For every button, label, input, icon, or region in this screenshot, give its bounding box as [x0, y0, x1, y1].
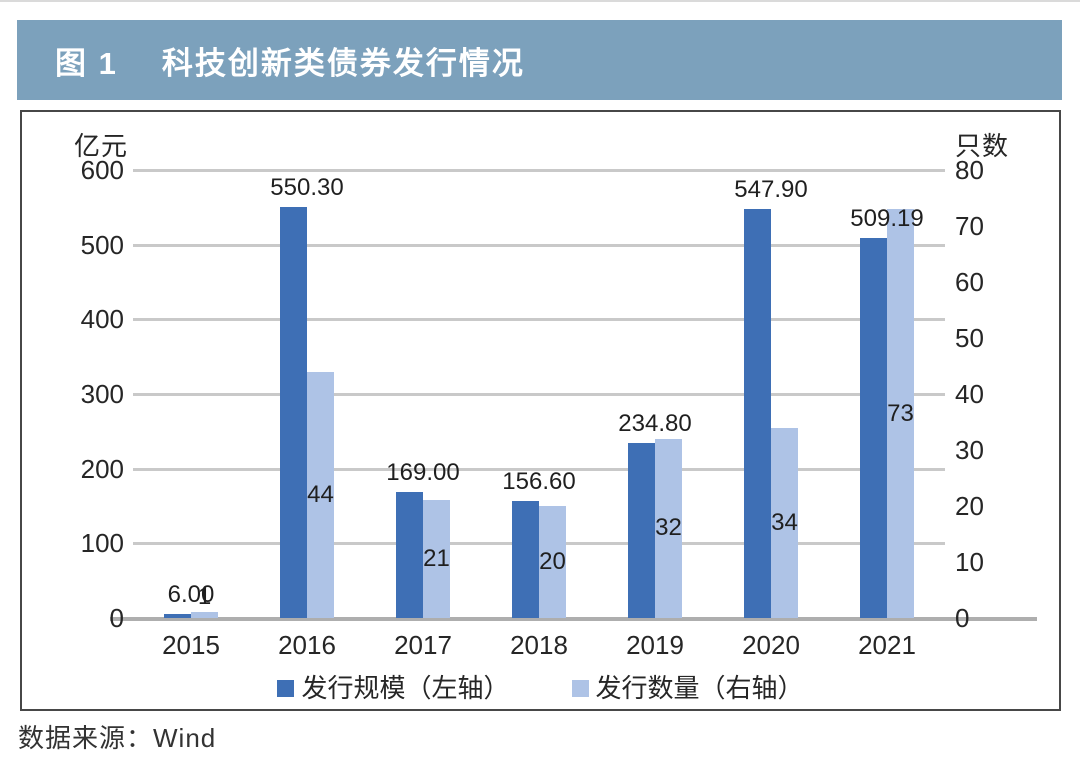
bar-issuance-count-2019: [655, 438, 682, 618]
value-label-count-2020: 34: [771, 508, 798, 536]
bar-issuance-scale-2019: [628, 442, 655, 618]
right-axis-tick-60: 60: [955, 267, 984, 297]
bar-issuance-count-2020: [771, 427, 798, 618]
legend-swatch-issuance-scale: [277, 679, 295, 697]
left-axis-tick-500: 500: [80, 229, 124, 260]
page-top-divider: [0, 0, 1080, 2]
bar-issuance-count-2015: [191, 612, 218, 618]
gridline-400: [133, 318, 945, 322]
value-label-scale-2017: 169.00: [386, 458, 460, 486]
legend-item-issuance-scale: 发行规模（左轴）: [277, 668, 510, 705]
gridline-600: [133, 169, 945, 172]
value-label-scale-2019: 234.80: [618, 409, 692, 437]
figure-title: 科技创新类债券发行情况: [161, 45, 525, 81]
bar-issuance-scale-2016: [280, 207, 307, 618]
bar-issuance-scale-2020: [744, 208, 771, 618]
left-axis-tick-600: 600: [80, 155, 124, 185]
left-axis-tick-0: 0: [109, 603, 124, 633]
gridline-300: [133, 393, 945, 396]
x-axis-label-2020: 2020: [742, 630, 800, 660]
legend-label-issuance-scale: 发行规模（左轴）: [301, 673, 510, 703]
value-label-count-2018: 20: [539, 548, 566, 575]
x-axis-baseline: [110, 617, 1037, 621]
value-label-scale-2020: 547.90: [734, 175, 808, 203]
left-axis-tick-400: 400: [80, 304, 124, 335]
chart-legend: 发行规模（左轴） 发行数量（右轴）: [22, 668, 1059, 705]
value-label-count-2017: 21: [423, 545, 450, 573]
left-axis-tick-100: 100: [80, 528, 124, 559]
gridline-200: [133, 467, 945, 471]
value-label-count-2021: 73: [887, 399, 914, 427]
value-label-scale-2016: 550.30: [270, 174, 344, 202]
right-axis-tick-40: 40: [955, 379, 984, 409]
right-axis-tick-0: 0: [955, 603, 970, 633]
bar-issuance-scale-2017: [396, 491, 423, 618]
value-label-scale-2021: 509.19: [850, 204, 924, 232]
legend-swatch-issuance-count: [571, 679, 589, 697]
left-axis-tick-300: 300: [80, 379, 124, 409]
figure-number: 图 1: [55, 45, 118, 81]
x-axis-label-2018: 2018: [510, 630, 568, 660]
right-axis-tick-50: 50: [955, 323, 984, 353]
legend-item-issuance-count: 发行数量（右轴）: [571, 668, 804, 705]
right-axis-tick-70: 70: [955, 211, 984, 241]
value-label-scale-2018: 156.60: [502, 468, 576, 496]
right-axis-tick-10: 10: [955, 547, 984, 577]
x-axis-label-2016: 2016: [278, 630, 336, 660]
bar-issuance-scale-2015: [164, 613, 191, 618]
value-label-count-2019: 32: [655, 514, 682, 542]
bar-issuance-scale-2018: [512, 501, 539, 618]
value-label-count-2015: 1: [197, 583, 212, 611]
data-source-note: 数据来源：Wind: [18, 723, 217, 753]
x-axis-label-2017: 2017: [394, 630, 452, 660]
value-label-scale-2015: 6.00: [167, 580, 215, 608]
left-axis-unit-label: 亿元: [73, 131, 128, 161]
bar-issuance-count-2016: [307, 371, 334, 618]
value-label-count-2016: 44: [307, 480, 334, 508]
bar-issuance-count-2018: [539, 506, 566, 618]
legend-label-issuance-count: 发行数量（右轴）: [595, 673, 804, 703]
x-axis-label-2019: 2019: [626, 630, 684, 660]
left-axis-tick-200: 200: [80, 453, 124, 484]
figure-title-bar: 图 1 科技创新类债券发行情况: [17, 20, 1062, 100]
bar-issuance-scale-2021: [860, 237, 887, 618]
chart-area: 亿元 只数 发行规模（左轴） 发行数量（右轴） 600 500 400 300 200 1…: [20, 110, 1061, 711]
right-axis-tick-30: 30: [955, 435, 984, 465]
bar-issuance-count-2017: [423, 500, 450, 618]
right-axis-tick-80: 80: [955, 155, 984, 185]
x-axis-label-2021: 2021: [858, 630, 916, 660]
right-axis-tick-20: 20: [955, 491, 984, 521]
gridline-500: [133, 243, 945, 247]
right-axis-unit-label: 只数: [955, 131, 1010, 161]
bar-issuance-count-2021: [887, 209, 914, 618]
x-axis-label-2015: 2015: [162, 630, 220, 660]
